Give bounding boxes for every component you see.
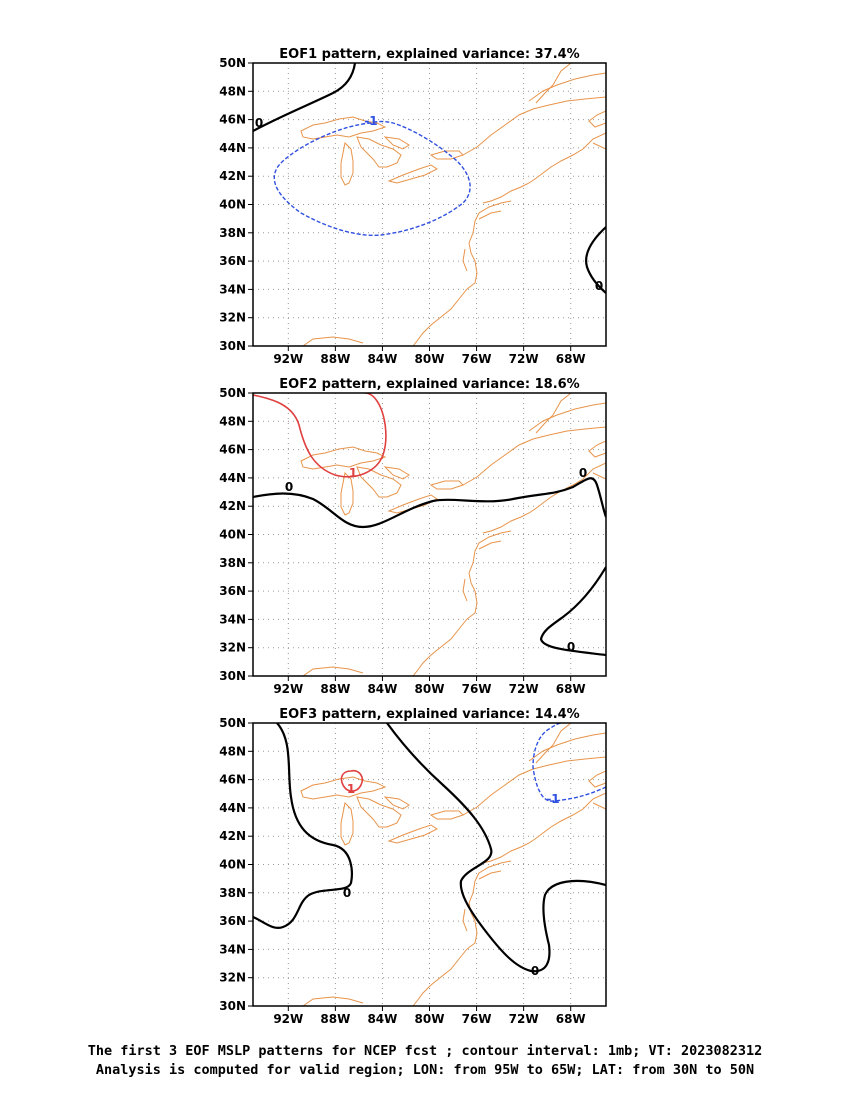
panel-title-1: EOF1 pattern, explained variance: 37.4% <box>279 47 579 62</box>
contour-positive-line <box>253 393 387 478</box>
x-tick-label: 76W <box>462 352 492 366</box>
grid-lines <box>253 723 606 1006</box>
contour-zero-line <box>539 566 606 657</box>
contour-positive-line <box>340 769 364 792</box>
y-tick-label: 42N <box>219 829 246 843</box>
eof-panel-3: EOF3 pattern, explained variance: 14.4% 1… <box>219 707 607 1026</box>
y-tick-label: 40N <box>219 858 246 872</box>
grid-lines <box>253 393 606 676</box>
contour-label: 0 <box>531 964 539 978</box>
x-tick-label: 84W <box>367 352 397 366</box>
x-tick-label: 88W <box>320 1012 350 1026</box>
contour-negative-line <box>273 120 471 237</box>
x-tick-label: 80W <box>415 1012 445 1026</box>
map-area <box>253 393 606 676</box>
map-area <box>253 723 606 1006</box>
contour-label: 1 <box>349 466 357 480</box>
y-tick-label: 30N <box>219 339 246 353</box>
y-tick-label: 50N <box>219 56 246 70</box>
panel-title-2: EOF2 pattern, explained variance: 18.6% <box>279 377 579 392</box>
contour-label: 0 <box>343 886 351 900</box>
x-tick-label: 92W <box>273 1012 303 1026</box>
y-tick-label: 42N <box>219 499 246 513</box>
contour-label: 1 <box>347 782 355 796</box>
x-tick-label: 88W <box>320 682 350 696</box>
y-tick-label: 44N <box>219 471 246 485</box>
y-tick-label: 38N <box>219 886 246 900</box>
y-tick-label: 30N <box>219 669 246 683</box>
contour-label: -1 <box>364 114 377 128</box>
contour-zero-line <box>253 63 357 132</box>
contour-label: 0 <box>255 116 263 130</box>
x-tick-label: 76W <box>462 1012 492 1026</box>
y-tick-label: 42N <box>219 169 246 183</box>
y-tick-label: 48N <box>219 84 246 98</box>
y-tick-label: 44N <box>219 141 246 155</box>
contour-zero-line <box>386 723 606 973</box>
grid-lines <box>253 63 606 346</box>
y-tick-label: 40N <box>219 198 246 212</box>
y-tick-label: 32N <box>219 971 246 985</box>
y-tick-label: 32N <box>219 641 246 655</box>
y-tick-label: 34N <box>219 282 246 296</box>
x-tick-label: 72W <box>509 1012 539 1026</box>
x-tick-label: 80W <box>415 352 445 366</box>
y-tick-label: 34N <box>219 942 246 956</box>
y-tick-label: 38N <box>219 556 246 570</box>
y-tick-label: 36N <box>219 254 246 268</box>
y-tick-label: 48N <box>219 744 246 758</box>
contour-zero-line <box>253 477 606 529</box>
y-tick-label: 44N <box>219 801 246 815</box>
x-tick-label: 68W <box>556 682 586 696</box>
x-tick-label: 72W <box>509 352 539 366</box>
y-tick-label: 30N <box>219 999 246 1013</box>
y-tick-label: 48N <box>219 414 246 428</box>
contour-negative-line <box>532 723 606 802</box>
contour-zero-line <box>585 226 606 294</box>
contour-zero-line <box>253 723 353 929</box>
y-tick-label: 32N <box>219 311 246 325</box>
contour-label: 0 <box>595 279 603 293</box>
eof-panel-1: EOF1 pattern, explained variance: 37.4% 0… <box>219 47 607 366</box>
contour-label: 0 <box>579 466 587 480</box>
x-tick-label: 76W <box>462 682 492 696</box>
y-tick-label: 38N <box>219 226 246 240</box>
x-tick-label: 84W <box>367 1012 397 1026</box>
eof-panel-2: EOF2 pattern, explained variance: 18.6% 0… <box>219 377 607 696</box>
contour-label: -1 <box>546 792 559 806</box>
panel-title-3: EOF3 pattern, explained variance: 14.4% <box>279 707 579 722</box>
y-tick-label: 50N <box>219 716 246 730</box>
x-tick-label: 84W <box>367 682 397 696</box>
x-tick-label: 92W <box>273 352 303 366</box>
contour-label: 0 <box>285 480 293 494</box>
x-tick-label: 80W <box>415 682 445 696</box>
y-tick-label: 46N <box>219 443 246 457</box>
caption-line-1: The first 3 EOF MSLP patterns for NCEP f… <box>87 1043 763 1059</box>
x-tick-label: 72W <box>509 682 539 696</box>
y-tick-label: 36N <box>219 584 246 598</box>
y-tick-label: 46N <box>219 773 246 787</box>
y-tick-label: 36N <box>219 914 246 928</box>
caption-line-2: Analysis is computed for valid region; L… <box>95 1062 755 1078</box>
y-tick-label: 46N <box>219 113 246 127</box>
y-tick-label: 50N <box>219 386 246 400</box>
contour-label: 0 <box>567 640 575 654</box>
x-tick-label: 88W <box>320 352 350 366</box>
y-tick-label: 40N <box>219 528 246 542</box>
y-tick-label: 34N <box>219 612 246 626</box>
map-area <box>253 63 606 346</box>
x-tick-label: 68W <box>556 1012 586 1026</box>
x-tick-label: 92W <box>273 682 303 696</box>
x-tick-label: 68W <box>556 352 586 366</box>
